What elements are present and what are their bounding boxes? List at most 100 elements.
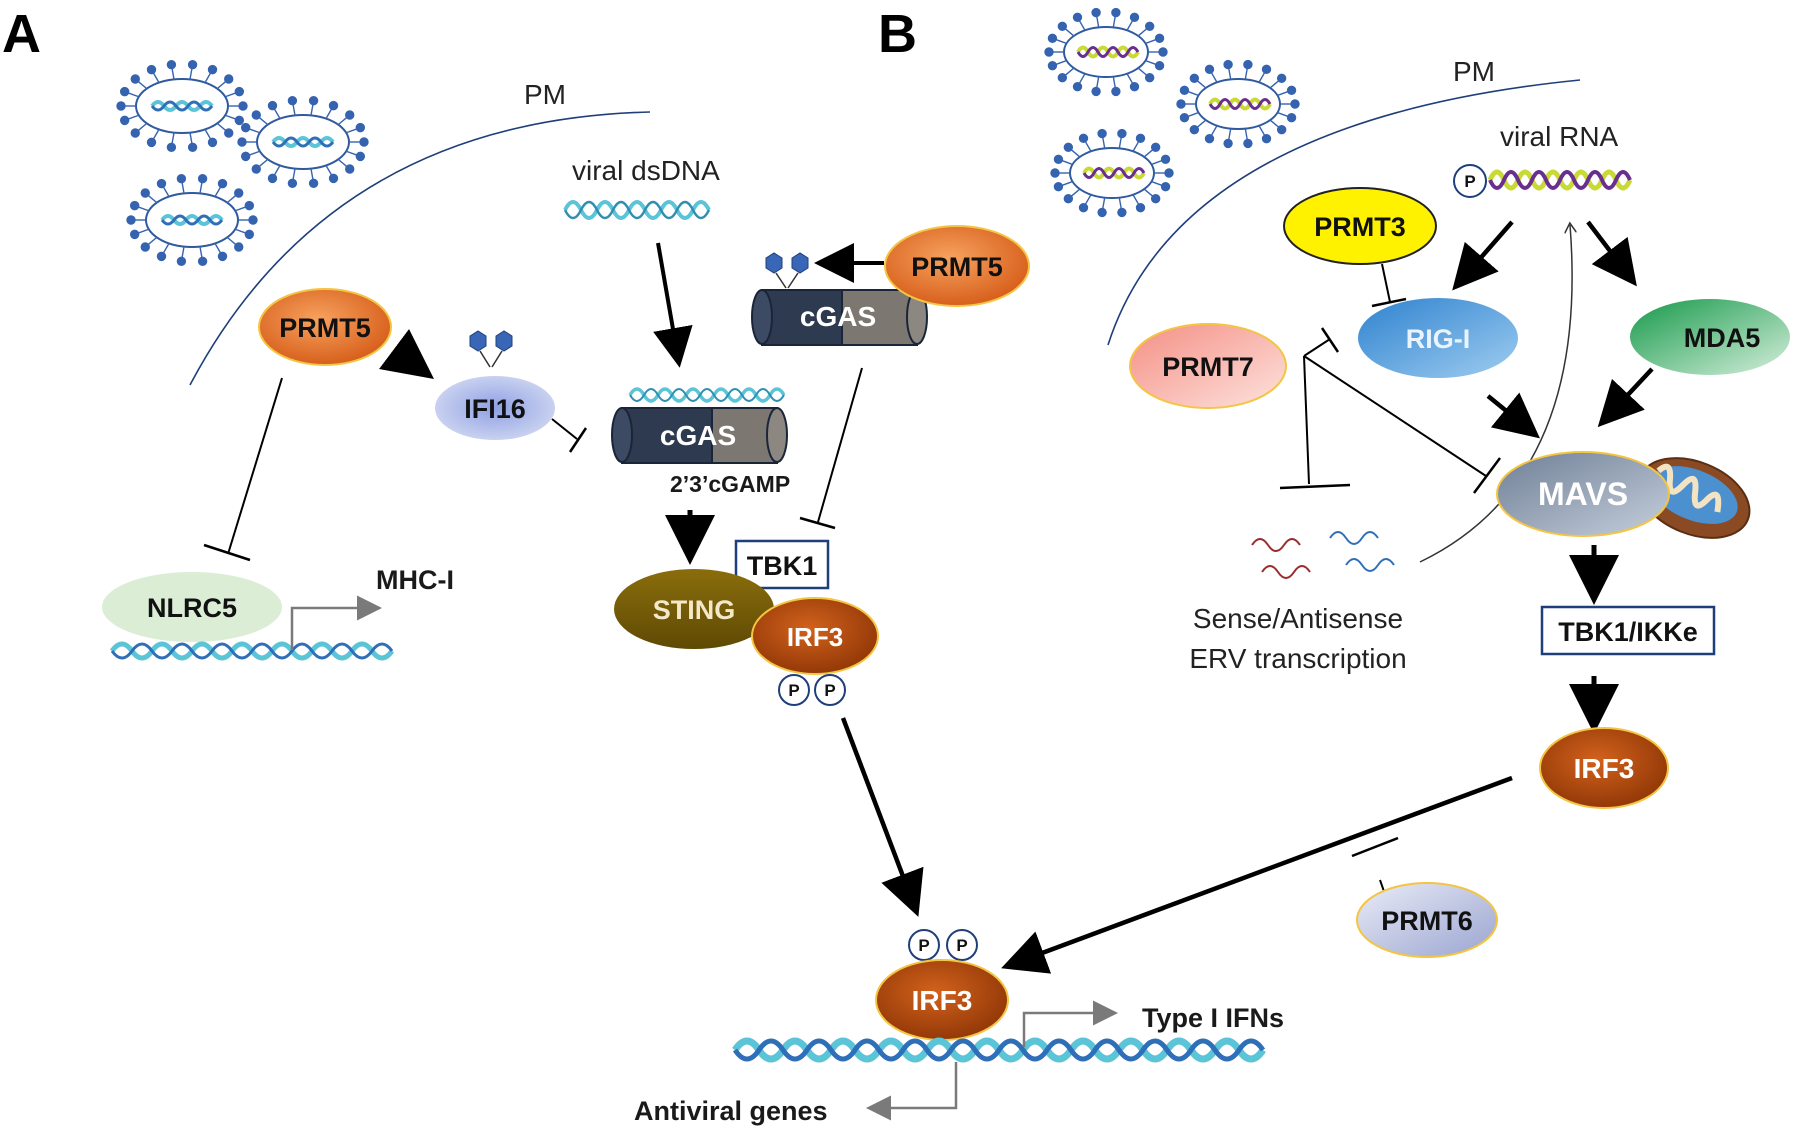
virion-spike-head [130,74,140,84]
virion-icon [1176,59,1300,149]
virion-spike-head [1223,138,1233,149]
virion-spike [325,165,333,177]
virion-icon [237,95,369,189]
dsdna-to-cgas-arrow [653,242,693,368]
virion-spike [1244,128,1249,141]
virion-spike-head [1111,86,1121,97]
prmt3-node [1283,187,1437,265]
virion-spike [189,67,193,80]
virion-spike-head [328,100,339,111]
virion-spike [234,206,247,212]
virion-spike-head [187,59,198,70]
virion-spike-head [224,128,234,138]
virion-spike-head [240,122,251,133]
virion-spike [1210,125,1218,137]
virion-spike-head [130,128,140,138]
viral-rna-icon [1487,169,1633,191]
virion-spike-head [1063,194,1074,204]
virion-spike [171,132,175,145]
genomic-dna-strand [732,1037,1266,1063]
prmt5-left-label: PRMT5 [279,313,371,343]
virion-spike [1277,90,1289,97]
virus-particles-a [116,59,369,267]
virion-spike [1070,148,1081,158]
virion-spike-head [267,100,278,111]
virion-spike [1187,90,1199,97]
methyl-hexagons-cgas [765,252,809,289]
virion-spike-head [116,101,126,111]
virion-spike [1055,59,1067,66]
type-i-ifns-label: Type I IFNs [1142,1003,1284,1033]
virion-spike [1084,140,1092,152]
virion-spike-head [1091,7,1101,18]
virion-spike [1112,76,1117,89]
virion-spike-head [1189,73,1200,83]
virion-spike [171,67,175,80]
virion-spike-head [1097,128,1107,139]
virion-icon [116,59,248,153]
virion-spike-head [1164,168,1174,178]
virion-spike [292,168,296,181]
virion-spike-head [207,137,218,148]
virion-spike-head [244,200,255,211]
phospho-label: P [918,936,929,955]
virion-spike-head [1176,99,1186,109]
virion-spike [216,80,227,90]
virion-spike-head [1150,142,1161,152]
methyl-hexagons-ifi16 [469,330,513,368]
virion-spike [147,236,158,246]
virion-spike-head [240,151,251,162]
virion-spike [248,150,261,156]
mda5-node [1630,299,1790,375]
ifi16-label: IFI16 [464,394,526,424]
virion-spike-head [1223,59,1233,70]
virion-spike-head [176,173,187,184]
virion-spike [137,80,148,90]
inhibition-bar [799,516,836,530]
virion-spike [1196,79,1207,89]
virion-spike [345,128,358,134]
virion-spike-head [119,115,130,126]
virion-spike [189,132,193,145]
virion-spike-head [244,229,255,240]
irf3-b-node [1539,727,1669,809]
virion-spike-head [1044,47,1054,57]
virion-spike-head [146,64,157,75]
prmt7-node [1129,323,1287,409]
virion-spike-head [1179,112,1190,123]
virion-spike-head [1154,33,1165,44]
irf3-b-label: IRF3 [1574,753,1635,784]
virion-spike-head [1078,202,1089,213]
virion-spike-head [1129,12,1140,23]
virion-spike [204,129,212,141]
erv-transcripts-icon [1251,531,1395,579]
erv-feedback-arrow [1419,225,1572,563]
rna-phospho-label: P [1464,172,1475,191]
virion-spike-head [234,86,245,97]
pm-label-b: PM [1453,56,1495,87]
rna-to-mda5-arrow [1586,220,1637,287]
virion-spike-head [345,110,355,120]
virion-spike [152,71,160,83]
virion-spike-head [251,110,261,120]
virion-spike [1101,197,1106,210]
virion-spike-head [1072,12,1083,23]
virion-spike [1258,71,1266,83]
ifi16-node [435,376,555,440]
prmt6-label: PRMT6 [1381,906,1473,936]
virion-spike-head [207,64,218,75]
virion-spike [199,181,203,194]
virion-spike [1145,59,1157,66]
virion-spike [224,114,237,120]
virion-spike [1227,67,1232,80]
virion-spike-head [1053,154,1064,165]
virion-spike-head [1204,133,1215,144]
ifi16-inhibits-cgas-line [551,418,578,440]
rig-i-node [1358,298,1518,378]
cgas-middle-node [611,407,788,464]
inhibition-bar [1279,483,1351,490]
virion-spike-head [1286,112,1297,123]
erv-label-line2: ERV transcription [1189,643,1406,674]
